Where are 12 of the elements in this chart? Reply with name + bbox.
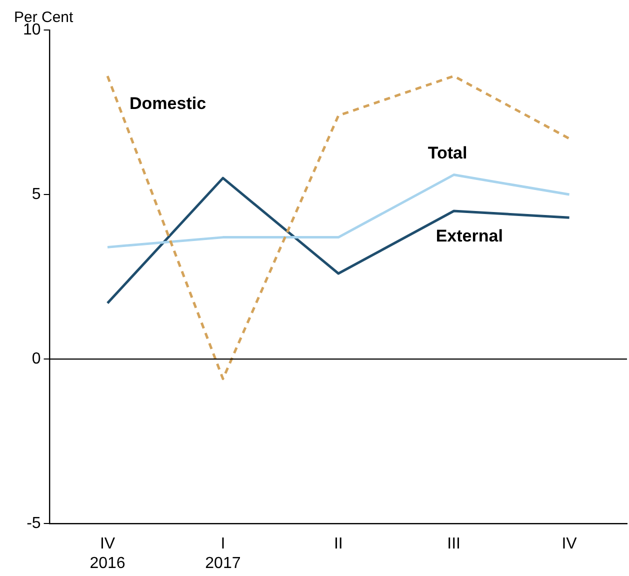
line-series: [106, 74, 571, 380]
y-tick-label: 0: [32, 350, 41, 368]
series-label: External: [436, 226, 503, 246]
y-tick-label: -5: [26, 515, 41, 532]
series-label: Domestic: [130, 94, 206, 113]
y-tick-label: 5: [32, 186, 41, 203]
x-tick-label: IV 2016: [90, 536, 126, 572]
series-label: Total: [428, 143, 468, 162]
x-tick-label: II: [334, 536, 343, 553]
x-tick-label: III: [447, 536, 461, 553]
x-tick-label: I 2017: [205, 536, 241, 572]
x-tick-label: IV: [562, 536, 578, 553]
